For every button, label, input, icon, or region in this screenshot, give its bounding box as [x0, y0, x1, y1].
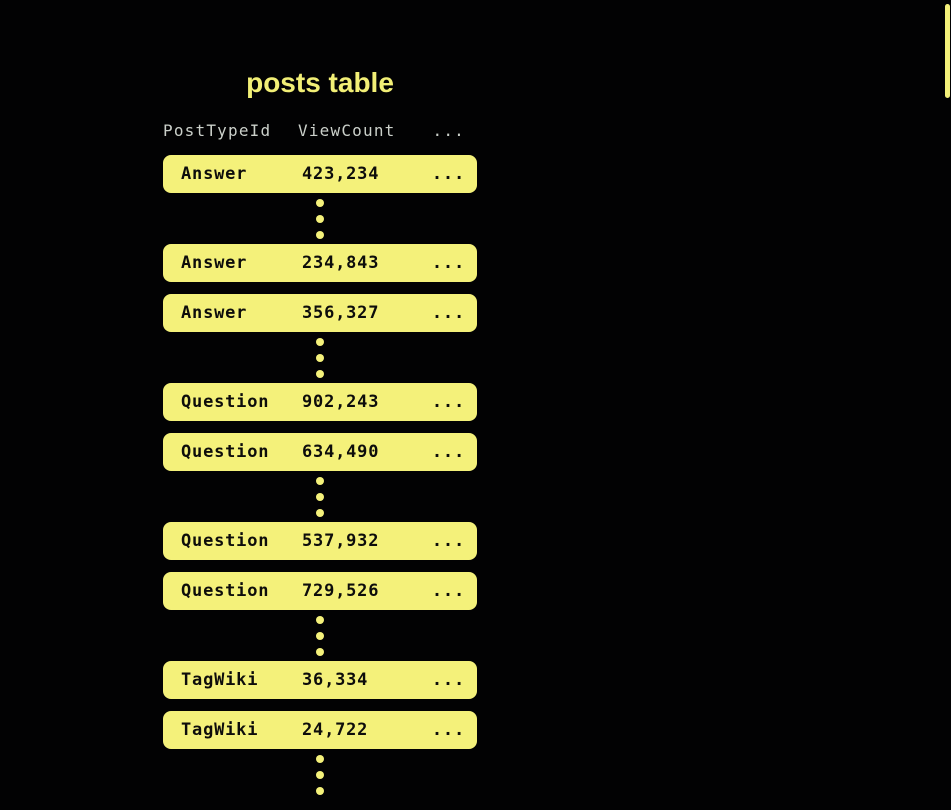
table-row: Answer 423,234...	[163, 155, 477, 193]
dot-icon	[316, 370, 324, 378]
cell-viewcount: 423,234	[302, 164, 380, 184]
table-row: Question 634,490...	[163, 433, 477, 471]
row-continuation-dots	[163, 477, 477, 517]
row-continuation-dots	[163, 199, 477, 239]
dot-icon	[316, 616, 324, 624]
cell-more: ...	[431, 392, 465, 412]
cell-viewcount: 36,334	[302, 670, 369, 690]
cell-more: ...	[431, 581, 465, 601]
cell-more: ...	[431, 670, 465, 690]
cell-viewcount: 537,932	[302, 531, 380, 551]
dot-icon	[316, 231, 324, 239]
column-header-row: PostTypeId ViewCount ...	[163, 121, 477, 140]
table-title: posts table	[246, 67, 394, 98]
cell-viewcount: 234,843	[302, 253, 380, 273]
cell-posttypeid: Question	[181, 442, 270, 462]
posts-table-rows: Answer 423,234... Answer 234,843... Answer 35…	[163, 155, 477, 800]
dot-icon	[316, 648, 324, 656]
dot-icon	[316, 493, 324, 501]
row-continuation-dots	[163, 755, 477, 795]
column-header-viewcount: ViewCount	[298, 121, 396, 140]
cell-posttypeid: Answer	[181, 164, 248, 184]
table-row: Answer 234,843...	[163, 244, 477, 282]
cell-posttypeid: Question	[181, 392, 270, 412]
cell-posttypeid: TagWiki	[181, 670, 259, 690]
cell-posttypeid: TagWiki	[181, 720, 259, 740]
dot-icon	[316, 477, 324, 485]
cell-viewcount: 902,243	[302, 392, 380, 412]
cell-viewcount: 634,490	[302, 442, 380, 462]
cell-posttypeid: Answer	[181, 303, 248, 323]
scrollbar-thumb[interactable]	[945, 4, 950, 98]
cell-viewcount: 24,722	[302, 720, 369, 740]
row-continuation-dots	[163, 616, 477, 656]
cell-viewcount: 356,327	[302, 303, 380, 323]
cell-more: ...	[431, 531, 465, 551]
cell-more: ...	[431, 442, 465, 462]
table-row: Answer 356,327...	[163, 294, 477, 332]
dot-icon	[316, 632, 324, 640]
row-continuation-dots	[163, 338, 477, 378]
table-row: Question 729,526...	[163, 572, 477, 610]
table-row: TagWiki 36,334...	[163, 661, 477, 699]
column-header-posttypeid: PostTypeId	[163, 121, 272, 140]
dot-icon	[316, 199, 324, 207]
table-row: Question 902,243...	[163, 383, 477, 421]
cell-more: ...	[431, 164, 465, 184]
cell-viewcount: 729,526	[302, 581, 380, 601]
column-header-more: ...	[432, 121, 465, 140]
dot-icon	[316, 787, 324, 795]
table-row: Question 537,932...	[163, 522, 477, 560]
dot-icon	[316, 771, 324, 779]
cell-posttypeid: Question	[181, 581, 270, 601]
cell-posttypeid: Question	[181, 531, 270, 551]
dot-icon	[316, 215, 324, 223]
cell-more: ...	[431, 720, 465, 740]
dot-icon	[316, 509, 324, 517]
cell-posttypeid: Answer	[181, 253, 248, 273]
dot-icon	[316, 338, 324, 346]
dot-icon	[316, 755, 324, 763]
table-row: TagWiki 24,722...	[163, 711, 477, 749]
cell-more: ...	[431, 303, 465, 323]
dot-icon	[316, 354, 324, 362]
cell-more: ...	[431, 253, 465, 273]
